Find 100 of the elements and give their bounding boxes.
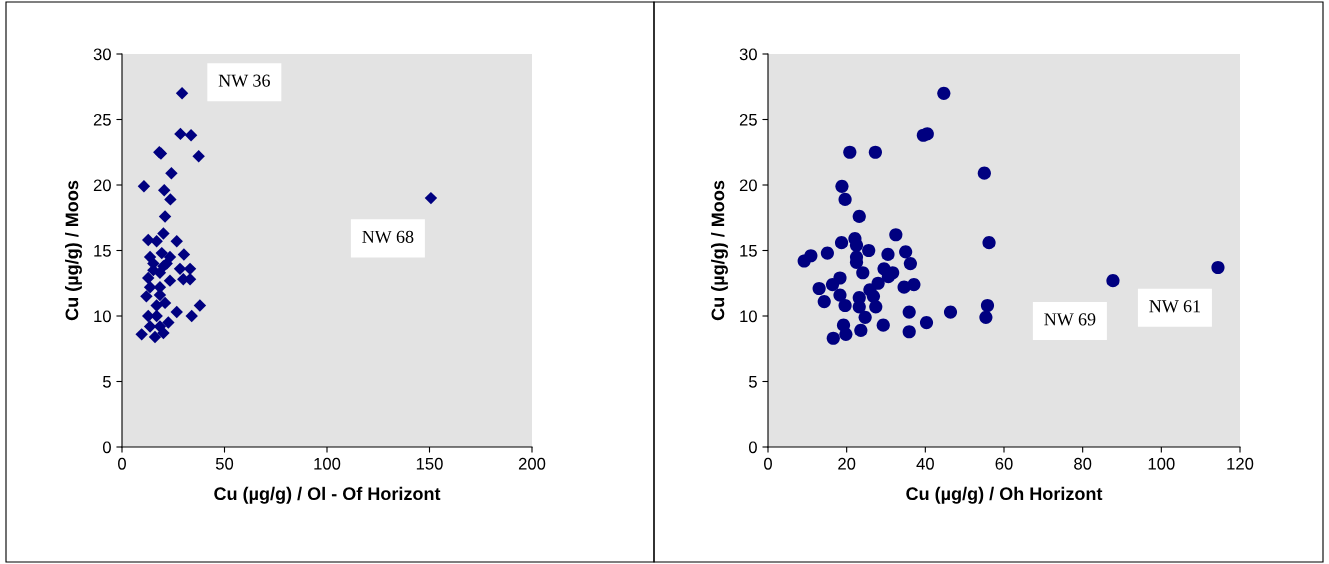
annotation: NW 36 — [218, 74, 270, 87]
point — [183, 262, 197, 276]
y-tick-label: 30 — [739, 48, 757, 61]
x-tick-label: 50 — [215, 457, 234, 470]
x-tick-label: 0 — [118, 457, 126, 470]
point — [142, 271, 155, 285]
point — [164, 193, 177, 206]
y-tick-label: 5 — [748, 376, 757, 388]
point — [162, 316, 175, 329]
point — [876, 318, 890, 332]
x-tick-label: 100 — [1148, 457, 1175, 470]
point — [150, 309, 163, 323]
y-tick-label: 0 — [748, 441, 757, 454]
point — [838, 192, 852, 206]
x-tick-label: 60 — [995, 457, 1013, 470]
y-tick-label: 5 — [102, 376, 111, 388]
point — [854, 323, 868, 337]
point — [158, 296, 172, 310]
point — [163, 274, 177, 287]
point — [177, 248, 191, 261]
point — [158, 184, 171, 197]
point — [852, 209, 866, 224]
point — [839, 327, 853, 341]
y-tick-label: 30 — [93, 48, 111, 61]
point — [834, 236, 849, 250]
y-tick-label: 15 — [94, 245, 111, 257]
point — [148, 330, 162, 344]
point — [184, 129, 198, 142]
point — [1106, 274, 1120, 288]
point — [175, 87, 189, 100]
point — [868, 145, 882, 159]
point — [165, 167, 178, 180]
point — [157, 227, 170, 240]
point — [820, 246, 834, 260]
point — [977, 166, 991, 180]
y-axis-title: Cu (µg/g) / Moos — [65, 180, 82, 321]
point — [192, 149, 205, 163]
point — [980, 298, 995, 313]
point — [174, 127, 187, 141]
point — [856, 266, 870, 280]
x-tick-label: 80 — [1074, 457, 1092, 470]
point — [979, 310, 993, 324]
point — [866, 289, 880, 303]
point — [140, 290, 153, 303]
annotation: NW 61 — [1149, 300, 1200, 313]
point — [849, 238, 864, 252]
point — [173, 262, 187, 276]
point — [163, 250, 177, 264]
point — [158, 210, 172, 223]
point — [150, 235, 163, 248]
point — [170, 305, 183, 319]
x-axis-title: Cu (µg/g) / Oh Horizont — [906, 486, 1103, 504]
y-tick-label: 20 — [93, 179, 111, 192]
point — [797, 254, 811, 268]
x-tick-label: 150 — [416, 457, 443, 470]
x-tick-label: 200 — [518, 457, 546, 470]
point — [137, 180, 151, 193]
point — [937, 86, 951, 100]
point — [852, 300, 866, 314]
x-tick-label: 40 — [916, 457, 934, 470]
point — [825, 277, 840, 292]
y-tick-label: 25 — [93, 113, 111, 126]
point — [193, 299, 207, 312]
annotation: NW 69 — [1044, 313, 1096, 326]
point — [812, 281, 826, 296]
point — [135, 328, 148, 341]
y-tick-label: 0 — [102, 441, 111, 454]
point — [838, 298, 852, 313]
point — [170, 235, 183, 248]
x-tick-label: 120 — [1227, 457, 1254, 470]
x-tick-label: 100 — [314, 457, 341, 470]
point — [835, 179, 849, 193]
point — [843, 145, 857, 159]
x-tick-label: 20 — [838, 457, 856, 470]
point — [157, 326, 170, 340]
point — [889, 228, 903, 242]
point — [982, 236, 996, 250]
y-tick-label: 25 — [739, 113, 757, 126]
point — [424, 191, 438, 205]
point — [943, 305, 958, 319]
y-tick-label: 10 — [740, 310, 757, 323]
point — [902, 325, 916, 339]
point — [1211, 260, 1225, 275]
point — [833, 288, 847, 302]
point — [862, 243, 876, 258]
y-tick-label: 15 — [740, 245, 757, 257]
x-axis-title: Cu (µg/g) / Ol - Of Horizont — [214, 486, 441, 504]
point — [902, 305, 916, 319]
point — [143, 280, 157, 294]
point — [907, 277, 921, 292]
point — [817, 295, 831, 309]
point — [143, 320, 157, 333]
point — [869, 300, 883, 314]
y-axis-title: Cu (µg/g) / Moos — [711, 180, 728, 321]
point — [826, 331, 840, 345]
point — [919, 315, 934, 330]
point — [903, 257, 917, 271]
point — [899, 245, 913, 259]
point — [858, 310, 872, 324]
annotation: NW 68 — [362, 230, 414, 243]
